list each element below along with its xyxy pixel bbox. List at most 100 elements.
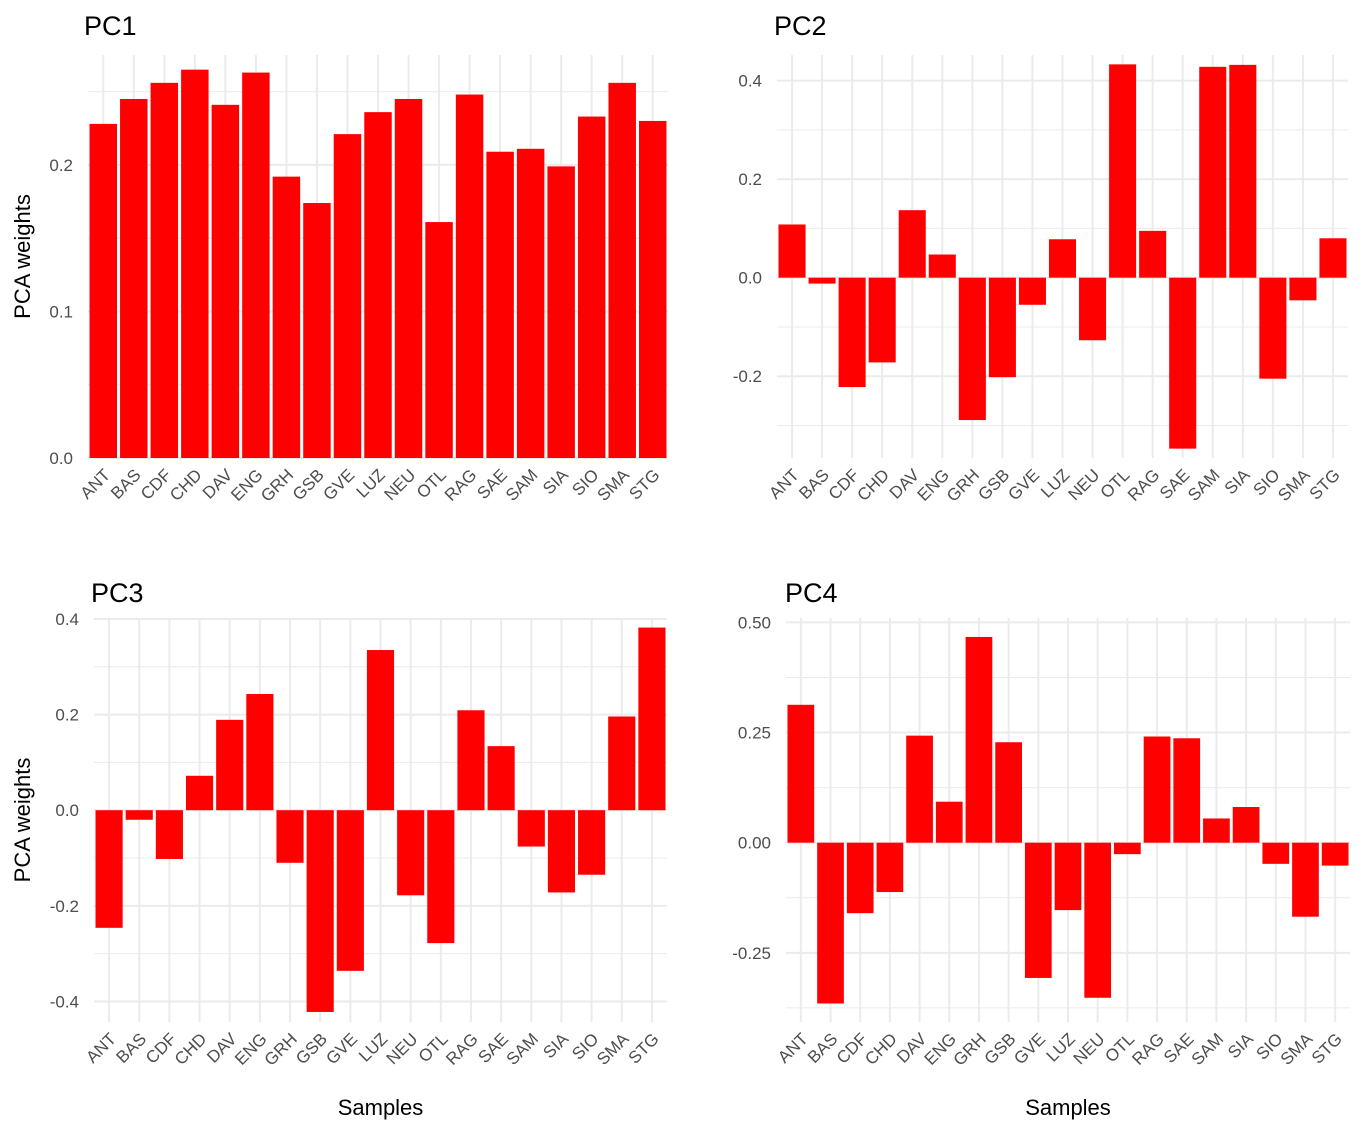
x-tick-label: SAE (1156, 465, 1193, 502)
x-tick-label: SAM (502, 465, 541, 504)
bar-grh (276, 810, 304, 863)
x-tick-label: SAE (474, 1029, 511, 1066)
y-tick-label: 0.50 (738, 613, 771, 632)
bar-gsb (306, 810, 334, 1012)
y-tick-label: 0.2 (738, 170, 762, 189)
bar-ant (89, 123, 117, 458)
bar-sio (578, 810, 606, 875)
bar-grh (272, 176, 301, 458)
bar-bas (808, 277, 836, 284)
y-tick-label: -0.25 (732, 944, 771, 963)
x-tick-label: STG (625, 1029, 663, 1067)
panel-pc3: -0.4 -0.2 0.0 0.2 0.4 ANTBASCDFCHDDAVENGGRHGS… (10, 578, 667, 1120)
x-tick-label: GSB (289, 465, 328, 504)
x-tick-label: GVE (322, 1029, 361, 1068)
x-tick-label: GVE (319, 465, 358, 504)
y-tick-label: 0.00 (738, 834, 771, 853)
bar-gve (333, 134, 362, 458)
bar-sio (577, 116, 606, 459)
x-tick-label: SIA (1224, 1029, 1257, 1062)
x-tick-label: BAS (113, 1029, 150, 1066)
y-tick-label: 0.0 (49, 449, 73, 468)
x-tick-label: SAM (1188, 1029, 1227, 1068)
x-tick-label: ANT (82, 1029, 119, 1066)
x-tick-label: CDF (833, 1029, 871, 1067)
x-tick-label: GSB (974, 465, 1013, 504)
y-tick-label: 0.4 (55, 610, 79, 629)
panel-pc1: 0.0 0.1 0.2 ANTBASCDFCHDDAVENGGRHGSBGVELUZN… (10, 11, 668, 506)
panel-title: PC4 (785, 578, 838, 608)
bar-ant (778, 224, 806, 278)
bar-gve (1024, 842, 1052, 978)
x-tick-label: CDF (825, 465, 863, 503)
bar-cdf (155, 810, 183, 859)
x-tick-label: DAV (199, 465, 237, 503)
bar-luz (366, 650, 395, 811)
bar-neu (397, 810, 425, 896)
x-tick-label: CHD (166, 465, 205, 504)
x-tick-label: DAV (203, 1029, 241, 1067)
bar-otl (1114, 842, 1141, 855)
y-tick-label: -0.2 (733, 367, 762, 386)
x-tick-label: ENG (231, 1029, 270, 1068)
x-tick-label: BAS (795, 465, 832, 502)
bar-sia (1232, 807, 1260, 843)
bar-rag (455, 94, 484, 459)
bar-gsb (995, 742, 1022, 843)
x-tick-label: SAM (503, 1029, 542, 1068)
x-tick-label: LUZ (353, 465, 389, 501)
x-tick-label: CHD (861, 1029, 900, 1068)
bar-chd (185, 775, 214, 811)
x-tick-label: ENG (921, 1029, 960, 1068)
x-tick-label: SMA (1274, 465, 1314, 505)
bar-rag (1143, 736, 1171, 843)
bar-neu (1084, 842, 1112, 998)
y-tick-label: -0.2 (50, 897, 79, 916)
x-tick-label: GVE (1010, 1029, 1049, 1068)
y-tick-label: 0.0 (738, 269, 762, 288)
bar-eng (935, 801, 963, 843)
bar-grh (958, 277, 986, 421)
bar-otl (1109, 64, 1137, 278)
bar-stg (1321, 842, 1349, 866)
x-tick-label: SIA (539, 1029, 572, 1062)
x-tick-label: GRH (261, 1029, 301, 1069)
bar-sam (1203, 818, 1230, 843)
x-tick-label: LUZ (355, 1029, 391, 1065)
x-tick-label: STG (625, 465, 663, 503)
bar-dav (906, 735, 933, 843)
bar-dav (898, 210, 926, 278)
x-tick-label: NEU (383, 1029, 422, 1068)
y-tick-label: 0.4 (738, 72, 762, 91)
x-tick-label: SAM (1184, 465, 1223, 504)
y-tick-label: -0.4 (50, 992, 79, 1011)
x-tick-label: LUZ (1037, 465, 1073, 501)
x-tick-label: RAG (442, 1029, 481, 1068)
x-tick-label: NEU (1070, 1029, 1109, 1068)
bar-gve (1018, 277, 1046, 305)
bar-bas (817, 842, 844, 1004)
x-tick-label: GRH (257, 465, 297, 505)
bar-dav (211, 104, 240, 459)
x-tick-label: GRH (950, 1029, 990, 1069)
x-tick-label: BAS (107, 465, 144, 502)
x-tick-label: CHD (854, 465, 893, 504)
bar-sia (547, 810, 576, 893)
bar-gve (336, 810, 364, 971)
x-tick-label: NEU (381, 465, 420, 504)
bar-cdf (150, 82, 179, 459)
bar-dav (216, 719, 244, 811)
panel-title: PC2 (774, 11, 827, 41)
bar-grh (965, 636, 993, 843)
bar-chd (181, 69, 209, 459)
bar-rag (457, 710, 485, 811)
bar-eng (246, 694, 274, 811)
x-tick-label: NEU (1065, 465, 1104, 504)
bar-sma (1289, 277, 1317, 301)
x-tick-label: OTL (413, 465, 450, 502)
bar-eng (242, 72, 270, 459)
x-axis-label: Samples (1025, 1095, 1111, 1120)
bar-sae (1169, 277, 1197, 449)
bar-luz (1048, 239, 1077, 278)
